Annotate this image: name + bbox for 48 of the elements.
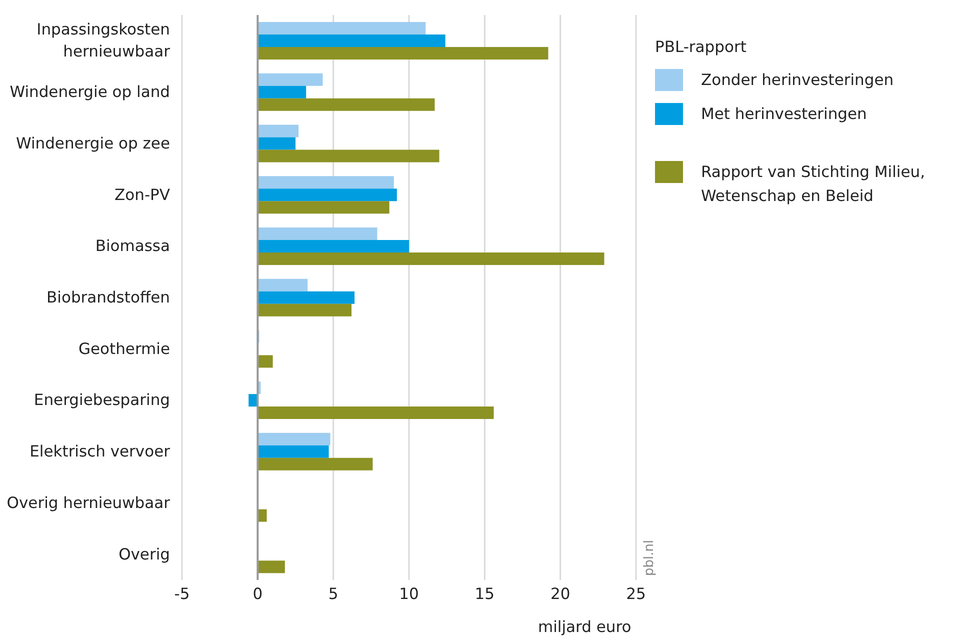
legend-label: Rapport van Stichting Milieu, Wetenschap en Beleid [701, 162, 926, 207]
x-tick-label: 20 [550, 585, 570, 604]
bar [258, 47, 548, 60]
bar [258, 355, 273, 368]
bar [258, 240, 409, 252]
x-tick-label: 10 [399, 585, 419, 604]
bar [258, 278, 308, 292]
legend-title: PBL-rapport [655, 38, 748, 56]
bar [258, 22, 426, 34]
bar [258, 201, 390, 214]
x-axis-title: miljard euro [538, 618, 632, 636]
bar [258, 560, 285, 574]
bar [258, 227, 378, 240]
legend-label: Met herinvesteringen [701, 104, 867, 125]
bar [258, 458, 373, 470]
bar [258, 34, 446, 47]
x-tick-label: 15 [474, 585, 495, 604]
bar [258, 304, 352, 316]
y-tick-label: Elektrisch vervoer [30, 442, 171, 461]
bar [258, 188, 397, 202]
x-tick-label: 25 [626, 585, 646, 604]
y-tick-label: Windenergie op zee [16, 134, 170, 152]
bar [258, 137, 296, 150]
y-tick-label: Overig hernieuwbaar [6, 494, 171, 512]
y-tick-label: Energiebesparing [34, 391, 170, 410]
bar [258, 252, 604, 265]
y-tick-label: Windenergie op land [10, 83, 170, 102]
y-tick-label: Overig [118, 545, 170, 564]
y-tick-label: Biomassa [95, 237, 170, 256]
bar [258, 73, 323, 86]
bar [258, 86, 306, 98]
bar [258, 176, 394, 189]
y-tick-label: Zon-PV [114, 186, 170, 204]
bar [258, 432, 330, 446]
y-tick-label: Inpassingskosten hernieuwbaar [36, 20, 171, 61]
x-tick-label: 5 [328, 585, 338, 604]
bar [258, 406, 494, 420]
x-tick-label: -5 [174, 585, 190, 604]
bar [258, 98, 435, 111]
legend-label: Zonder herinvesteringen [701, 70, 894, 91]
y-tick-label: Geothermie [78, 340, 170, 358]
y-tick-label: Biobrandstoffen [46, 288, 170, 306]
bar [258, 445, 329, 458]
bar [258, 150, 440, 162]
bar [258, 124, 299, 138]
x-tick-label: 0 [252, 585, 263, 604]
text: pbl.nl [642, 540, 657, 576]
bar [258, 291, 355, 304]
